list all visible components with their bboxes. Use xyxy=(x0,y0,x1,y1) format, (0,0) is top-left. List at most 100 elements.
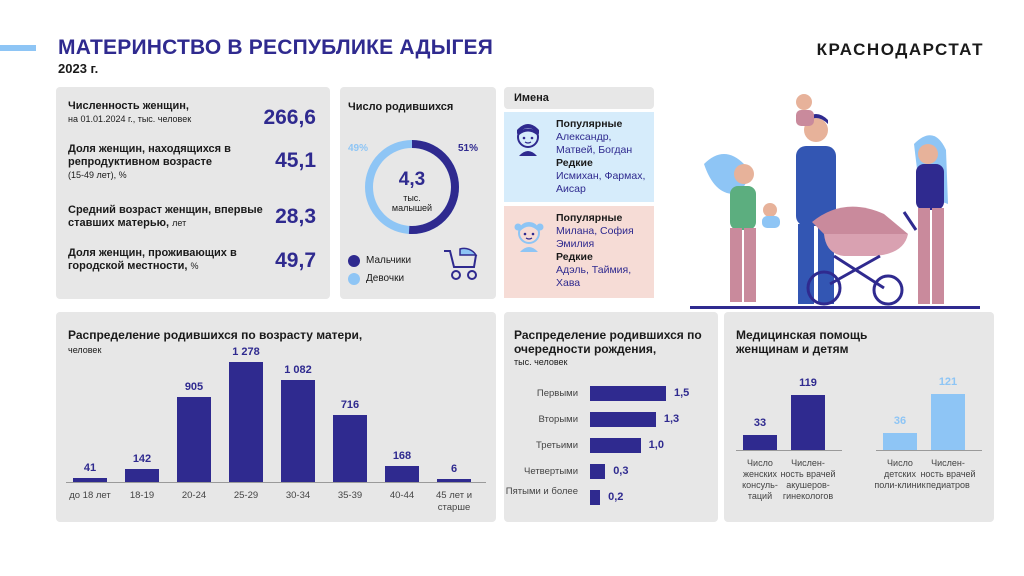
age-bar-category: 35-39 xyxy=(337,490,363,501)
age-chart-subtitle: человек xyxy=(68,345,102,355)
medical-bar-category: Число детских поли-клиник xyxy=(874,458,926,490)
births-donut xyxy=(365,140,459,234)
medical-bar-value: 119 xyxy=(799,376,817,389)
girls-rare-names: Адэль, Таймия, Хава xyxy=(556,264,632,289)
order-bar xyxy=(590,464,606,479)
order-bar-value: 0,2 xyxy=(608,491,624,503)
age-bar xyxy=(333,414,367,482)
age-bar-category: 18-19 xyxy=(129,490,155,501)
accent-line xyxy=(0,45,36,51)
medical-bar xyxy=(883,433,917,450)
age-chart-plot: 41 до 18 лет 142 18-19 905 20-24 1 278 25-29 1 0… xyxy=(56,312,496,522)
boys-rare-names: Исмихан, Фармах, Аисар xyxy=(556,170,646,195)
medical-bar xyxy=(791,394,825,450)
medical-bar-value: 121 xyxy=(938,376,958,388)
age-bar-category: 30-34 xyxy=(285,490,311,501)
medical-chart-plot: 33 Число женских консуль-таций 119 Числен-н… xyxy=(724,312,994,522)
girls-rare-label: Редкие xyxy=(556,251,593,263)
order-chart-plot: Первыми 1,5 Вторыми 1,3 Третьими 1,0 Четвертым… xyxy=(504,312,718,522)
age-chart-axis xyxy=(66,482,486,483)
order-bar-value: 1,5 xyxy=(674,387,690,399)
medical-bar-category: Число женских консуль-таций xyxy=(742,458,778,501)
boys-names-box: Популярные Александр, Матвей, Богдан Ред… xyxy=(504,112,654,202)
girls-percent: 49% xyxy=(348,143,369,154)
order-bar-category: Вторыми xyxy=(538,414,579,425)
births-unit-2: малышей xyxy=(391,203,433,213)
stat-label-reproductive: Доля женщин, находящихся в репродуктивно… xyxy=(68,143,231,180)
age-bar-category: 40-44 xyxy=(389,490,415,501)
order-bar xyxy=(590,438,641,453)
boys-names-text: Популярные Александр, Матвей, Богдан Ред… xyxy=(556,118,652,196)
legend-boys-label: Мальчики xyxy=(366,255,412,266)
age-bar-value: 1 278 xyxy=(232,346,260,358)
girls-names-text: Популярные Милана, София Эмилия Редкие А… xyxy=(556,212,652,290)
age-bar xyxy=(229,362,263,482)
medical-bar-category: Числен-ность врачей педиатров xyxy=(920,458,976,490)
stat-label-urban: Доля женщин, проживающих в городской мес… xyxy=(68,247,237,272)
age-bar-value: 1 082 xyxy=(284,364,312,377)
stat-value-women-count: 266,6 xyxy=(263,106,316,129)
order-bar-value: 1,0 xyxy=(648,439,664,451)
order-bar xyxy=(590,412,656,427)
brand-logo: КРАСНОДАРСТАТ xyxy=(816,40,984,59)
age-bar xyxy=(125,468,159,482)
age-bar-category: до 18 лет xyxy=(69,490,111,501)
boys-popular-label: Популярные xyxy=(556,118,623,130)
girls-popular-names: Милана, София Эмилия xyxy=(556,225,634,250)
order-bar-value: 1,3 xyxy=(663,413,680,425)
medical-bar-category: Числен-ность врачей акушеров-гинекологов xyxy=(780,458,836,501)
age-bar-value: 142 xyxy=(132,452,152,465)
stat-value-reproductive: 45,1 xyxy=(275,149,316,172)
age-bar-category: 20-24 xyxy=(181,490,207,501)
names-header: Имена xyxy=(504,87,654,109)
names-title: Имена xyxy=(514,92,549,104)
age-bar xyxy=(437,479,471,482)
medical-axis-left xyxy=(736,450,842,451)
stat-label-first-mother-age: Средний возраст женщин, впервые ставших … xyxy=(68,204,263,229)
legend-girls-label: Девочки xyxy=(366,273,405,284)
order-bar-category: Третьими xyxy=(536,440,578,451)
order-chart-subtitle: тыс. человек xyxy=(514,357,568,367)
page-year: 2023 г. xyxy=(58,61,99,76)
girls-popular-label: Популярные xyxy=(556,212,623,224)
stat-value-first-mother-age: 28,3 xyxy=(275,205,316,228)
births-total: 4,3 xyxy=(398,169,426,190)
age-bar-value: 716 xyxy=(340,398,360,411)
age-bar-value: 6 xyxy=(450,463,458,475)
girls-names-box: Популярные Милана, София Эмилия Редкие А… xyxy=(504,206,654,298)
order-chart-title: Распределение родившихся по очередности … xyxy=(514,328,702,356)
age-bar-value: 41 xyxy=(83,462,97,475)
order-bar-category: Пятыми и более xyxy=(505,486,578,497)
medical-bar-value: 33 xyxy=(753,416,767,429)
legend-girls-dot xyxy=(348,273,360,285)
medical-chart-card: Медицинская помощь женщинам и детям 33 Чи… xyxy=(724,312,994,522)
order-bar xyxy=(590,490,601,505)
order-bar-category: Четвертыми xyxy=(524,466,578,477)
boys-percent: 51% xyxy=(458,143,479,154)
girl-face-icon xyxy=(514,222,544,252)
order-bar xyxy=(590,386,666,401)
age-bar-value: 168 xyxy=(392,450,412,463)
order-bar-value: 0,3 xyxy=(613,465,629,477)
age-bar xyxy=(73,478,107,482)
stats-card: Численность женщин, на 01.01.2024 г., тыс… xyxy=(56,87,330,299)
age-chart-card: Распределение родившихся по возрасту мат… xyxy=(56,312,496,522)
medical-bar xyxy=(931,394,965,450)
boys-popular-names: Александр, Матвей, Богдан xyxy=(556,131,633,156)
stat-label-women-count: Численность женщин, на 01.01.2024 г., тыс… xyxy=(68,100,192,124)
stroller-icon xyxy=(444,247,478,280)
age-bar xyxy=(385,466,419,482)
medical-bar xyxy=(743,434,777,450)
stat-value-urban: 49,7 xyxy=(275,249,316,272)
births-unit-1: тыс. xyxy=(403,193,421,203)
medical-axis-right xyxy=(876,450,982,451)
boys-rare-label: Редкие xyxy=(556,157,593,169)
age-bar-value: 905 xyxy=(184,381,204,394)
age-chart-title: Распределение родившихся по возрасту мат… xyxy=(68,328,363,342)
family-illustration xyxy=(690,94,980,309)
births-title: Число родившихся xyxy=(348,101,454,113)
boy-face-icon xyxy=(517,124,539,156)
order-bar-category: Первыми xyxy=(536,388,578,399)
donut-boys-segment xyxy=(365,140,459,234)
medical-bar-value: 36 xyxy=(893,415,907,428)
